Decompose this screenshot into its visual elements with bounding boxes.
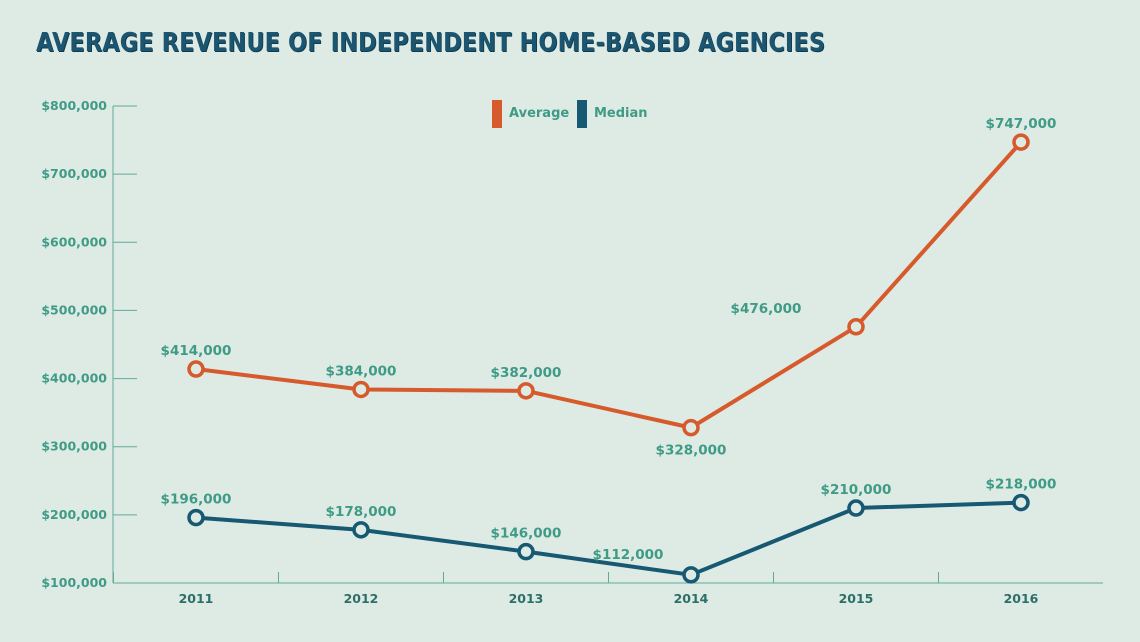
data-point-median bbox=[682, 566, 700, 584]
data-label-median: $178,000 bbox=[326, 504, 397, 520]
data-point-average bbox=[187, 360, 205, 378]
x-tick-label: 2012 bbox=[344, 591, 379, 606]
y-tick-label: $800,000 bbox=[41, 98, 107, 113]
data-label-average: $384,000 bbox=[326, 363, 397, 379]
y-tick-label: $200,000 bbox=[41, 507, 107, 522]
data-label-average: $414,000 bbox=[161, 343, 232, 359]
data-point-average bbox=[682, 418, 700, 437]
legend-swatch-average bbox=[492, 100, 502, 128]
y-tick-label: $500,000 bbox=[41, 302, 107, 317]
data-label-average: $382,000 bbox=[491, 365, 562, 381]
y-tick-label: $600,000 bbox=[41, 234, 107, 249]
data-point-average bbox=[352, 380, 370, 399]
data-label-median: $210,000 bbox=[821, 482, 892, 498]
x-tick-label: 2016 bbox=[1004, 591, 1039, 606]
data-label-median: $196,000 bbox=[161, 492, 232, 508]
data-point-median bbox=[352, 521, 370, 539]
x-tick-label: 2011 bbox=[179, 591, 214, 606]
data-point-average bbox=[847, 318, 865, 336]
chart-title: AVERAGE REVENUE OF INDEPENDENT HOME-BASE… bbox=[36, 28, 826, 58]
y-tick-label: $100,000 bbox=[41, 575, 107, 590]
data-point-average bbox=[1012, 133, 1030, 151]
data-point-median bbox=[517, 542, 535, 561]
legend-label-average: Average bbox=[509, 106, 569, 121]
data-point-average bbox=[517, 382, 535, 400]
data-point-median bbox=[187, 508, 205, 527]
data-label-average: $476,000 bbox=[731, 301, 802, 317]
data-label-median: $218,000 bbox=[986, 477, 1057, 493]
legend-swatch-median bbox=[577, 100, 587, 128]
y-tick-label: $400,000 bbox=[41, 371, 107, 386]
data-point-median bbox=[1012, 493, 1030, 512]
series-line-average bbox=[195, 140, 1023, 430]
legend-label-median: Median bbox=[594, 106, 648, 121]
data-label-average: $328,000 bbox=[656, 443, 727, 459]
data-point-median bbox=[847, 499, 865, 517]
y-tick-label: $300,000 bbox=[41, 439, 107, 454]
x-tick-label: 2015 bbox=[839, 591, 874, 606]
data-label-average: $747,000 bbox=[986, 116, 1057, 132]
y-tick-label: $700,000 bbox=[41, 166, 107, 181]
series-line-median bbox=[195, 500, 1022, 577]
data-label-median: $146,000 bbox=[491, 526, 562, 542]
data-label-median: $112,000 bbox=[593, 547, 664, 563]
x-tick-label: 2014 bbox=[674, 591, 709, 606]
x-tick-label: 2013 bbox=[509, 591, 544, 606]
